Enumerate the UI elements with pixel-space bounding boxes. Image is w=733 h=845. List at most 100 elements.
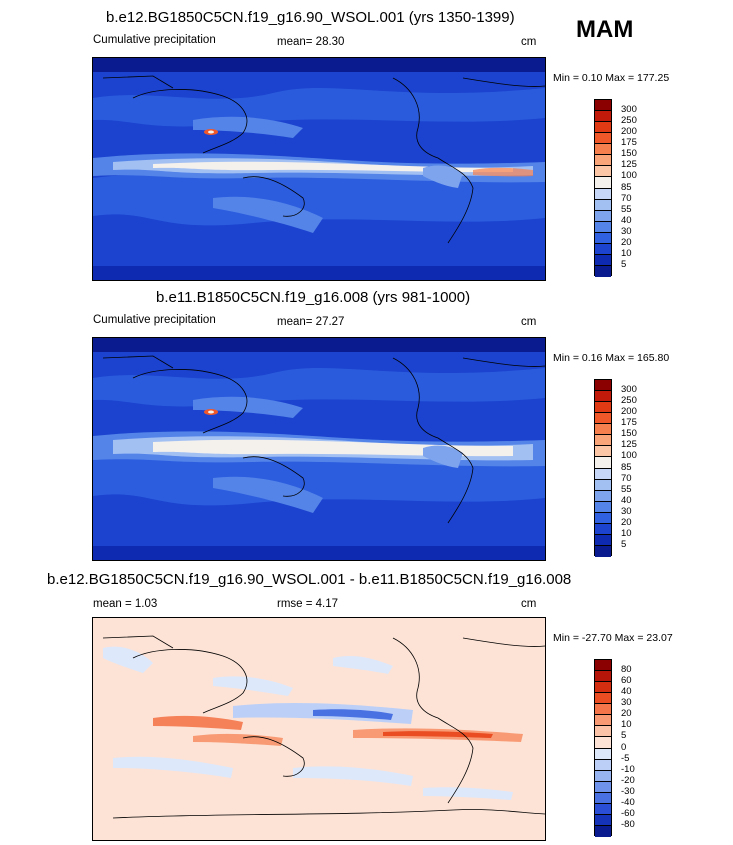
colorbar-tick-label: 30 xyxy=(621,505,632,517)
colorbar-tick-label: -20 xyxy=(621,774,635,786)
colorbar-tick-label: 10 xyxy=(621,527,632,539)
colorbar-tick-label: 55 xyxy=(621,203,632,215)
colorbar-swatch xyxy=(595,144,611,156)
colorbar-tick-label: 55 xyxy=(621,483,632,495)
colorbar-tick-label: 200 xyxy=(621,126,637,138)
panel-3-colorbar-labels: 80 60 40 30 20 10 5 0 -5 -10 -20 -30 -40 -60 -80 xyxy=(621,659,661,836)
colorbar-swatch xyxy=(595,715,611,727)
colorbar-swatch xyxy=(595,457,611,469)
colorbar-tick-label: 150 xyxy=(621,428,637,440)
colorbar-tick-label: 200 xyxy=(621,406,637,418)
colorbar-tick-label: 10 xyxy=(621,719,632,731)
panel-1-variable-label: Cumulative precipitation xyxy=(93,34,216,46)
colorbar-swatch xyxy=(595,682,611,694)
colorbar-tick-label: 85 xyxy=(621,461,632,473)
colorbar-tick-label: 125 xyxy=(621,159,637,171)
colorbar-swatch xyxy=(595,232,611,244)
panel-1-title: b.e12.BG1850C5CN.f19_g16.90_WSOL.001 (yr… xyxy=(106,9,515,26)
colorbar-swatch xyxy=(595,254,611,266)
colorbar-swatch xyxy=(595,111,611,123)
colorbar-tick-label: 250 xyxy=(621,115,637,127)
colorbar-tick-label: 20 xyxy=(621,236,632,248)
colorbar-swatch xyxy=(595,424,611,436)
panel-2-map xyxy=(92,337,546,561)
colorbar-swatch xyxy=(595,737,611,749)
panel-1-precip-field xyxy=(93,58,545,280)
colorbar-tick-label: 5 xyxy=(621,730,627,742)
panel-3-mean: mean = 1.03 xyxy=(93,598,158,610)
colorbar-tick-label: 20 xyxy=(621,516,632,528)
colorbar-swatch xyxy=(595,759,611,771)
panel-1-colorbar xyxy=(594,99,612,277)
colorbar-swatch xyxy=(595,265,611,277)
colorbar-swatch xyxy=(595,122,611,134)
colorbar-tick-label: 175 xyxy=(621,417,637,429)
panel-3-rmse: rmse = 4.17 xyxy=(277,598,339,610)
panel-3-difference-field xyxy=(93,618,545,840)
panel-1-map xyxy=(92,57,546,281)
colorbar-swatch xyxy=(595,479,611,491)
colorbar-swatch xyxy=(595,523,611,535)
panel-2-units: cm xyxy=(521,316,537,328)
colorbar-tick-label: 30 xyxy=(621,697,632,709)
panel-2-minmax: Min = 0.16 Max = 165.80 xyxy=(553,352,670,364)
panel-3-minmax: Min = -27.70 Max = 23.07 xyxy=(553,632,673,644)
colorbar-swatch xyxy=(595,726,611,738)
colorbar-tick-label: 85 xyxy=(621,181,632,193)
colorbar-swatch xyxy=(595,501,611,513)
colorbar-tick-label: 250 xyxy=(621,395,637,407)
colorbar-swatch xyxy=(595,781,611,793)
colorbar-tick-label: 5 xyxy=(621,258,627,270)
colorbar-tick-label: -30 xyxy=(621,785,635,797)
colorbar-tick-label: 0 xyxy=(621,741,627,753)
colorbar-tick-label: 20 xyxy=(621,708,632,720)
colorbar-swatch xyxy=(595,380,611,392)
colorbar-swatch xyxy=(595,100,611,112)
colorbar-tick-label: 60 xyxy=(621,675,632,687)
panel-2-mean: mean= 27.27 xyxy=(277,316,345,328)
colorbar-tick-label: 300 xyxy=(621,384,637,396)
colorbar-swatch xyxy=(595,210,611,222)
colorbar-tick-label: 70 xyxy=(621,192,632,204)
colorbar-swatch xyxy=(595,512,611,524)
panel-1-mean: mean= 28.30 xyxy=(277,36,345,48)
colorbar-swatch xyxy=(595,770,611,782)
colorbar-swatch xyxy=(595,435,611,447)
panel-2-colorbar xyxy=(594,379,612,557)
colorbar-tick-label: 125 xyxy=(621,439,637,451)
colorbar-swatch xyxy=(595,660,611,672)
colorbar-swatch xyxy=(595,199,611,211)
colorbar-swatch xyxy=(595,671,611,683)
panel-3-units: cm xyxy=(521,598,537,610)
colorbar-swatch xyxy=(595,413,611,425)
season-label: MAM xyxy=(576,16,634,43)
panel-2-colorbar-labels: 300 250 200 175 150 125 100 85 70 55 40 30 20 10 5 xyxy=(621,379,661,556)
colorbar-tick-label: 30 xyxy=(621,225,632,237)
colorbar-swatch xyxy=(595,704,611,716)
colorbar-tick-label: 150 xyxy=(621,148,637,160)
colorbar-tick-label: -40 xyxy=(621,796,635,808)
colorbar-tick-label: 40 xyxy=(621,214,632,226)
colorbar-tick-label: 300 xyxy=(621,104,637,116)
colorbar-tick-label: 70 xyxy=(621,472,632,484)
colorbar-tick-label: 40 xyxy=(621,494,632,506)
colorbar-tick-label: -80 xyxy=(621,818,635,830)
colorbar-swatch xyxy=(595,490,611,502)
colorbar-swatch xyxy=(595,468,611,480)
colorbar-swatch xyxy=(595,243,611,255)
colorbar-swatch xyxy=(595,446,611,458)
colorbar-swatch xyxy=(595,177,611,189)
panel-3-title: b.e12.BG1850C5CN.f19_g16.90_WSOL.001 - b… xyxy=(47,571,572,588)
colorbar-tick-label: 40 xyxy=(621,686,632,698)
panel-1-units: cm xyxy=(521,36,537,48)
colorbar-tick-label: 5 xyxy=(621,538,627,550)
colorbar-tick-label: 100 xyxy=(621,450,637,462)
panel-1-minmax: Min = 0.10 Max = 177.25 xyxy=(553,72,670,84)
panel-2-precip-field xyxy=(93,338,545,560)
panel-2-title: b.e11.B1850C5CN.f19_g16.008 (yrs 981-100… xyxy=(156,289,471,306)
colorbar-swatch xyxy=(595,825,611,837)
colorbar-tick-label: -10 xyxy=(621,763,635,775)
colorbar-swatch xyxy=(595,748,611,760)
colorbar-tick-label: 10 xyxy=(621,247,632,259)
panel-3-colorbar xyxy=(594,659,612,837)
